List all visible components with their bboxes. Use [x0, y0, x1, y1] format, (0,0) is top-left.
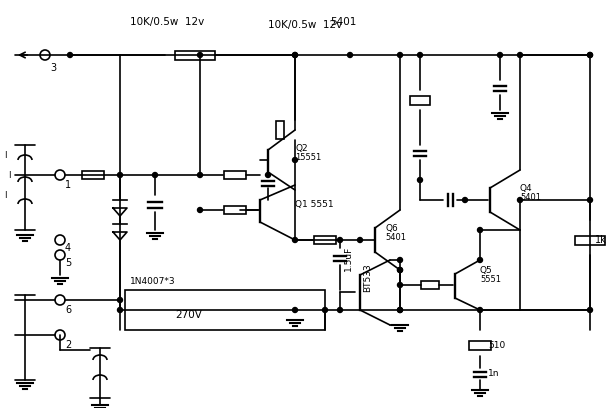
Text: 10K/0.5w  12v: 10K/0.5w 12v: [130, 17, 204, 27]
Circle shape: [117, 308, 122, 313]
Circle shape: [153, 173, 158, 177]
Circle shape: [293, 237, 298, 242]
Circle shape: [398, 268, 403, 273]
Circle shape: [117, 173, 122, 177]
Circle shape: [357, 237, 362, 242]
Circle shape: [398, 53, 403, 58]
Text: I: I: [4, 191, 7, 200]
Circle shape: [348, 53, 353, 58]
Bar: [125, 290, 325, 330]
Text: 10K/0.5w  12v: 10K/0.5w 12v: [268, 20, 342, 30]
Circle shape: [398, 282, 403, 288]
Circle shape: [337, 308, 343, 313]
Text: 270V: 270V: [175, 310, 202, 320]
Circle shape: [293, 53, 298, 58]
Circle shape: [293, 308, 298, 313]
Circle shape: [323, 308, 327, 313]
Text: 1k: 1k: [595, 235, 607, 245]
Text: 5401: 5401: [385, 233, 406, 242]
Circle shape: [478, 308, 483, 313]
Circle shape: [588, 53, 593, 58]
Circle shape: [478, 228, 483, 233]
Circle shape: [398, 257, 403, 262]
Circle shape: [197, 173, 202, 177]
Circle shape: [588, 308, 593, 313]
Bar: [175, 51, 215, 60]
Bar: [276, 121, 284, 139]
Circle shape: [588, 197, 593, 202]
Circle shape: [518, 197, 522, 202]
Bar: [469, 341, 491, 350]
Circle shape: [398, 308, 403, 313]
Circle shape: [197, 208, 202, 213]
Circle shape: [417, 177, 422, 182]
Text: 5401: 5401: [330, 17, 356, 27]
Circle shape: [398, 268, 403, 273]
Circle shape: [463, 197, 467, 202]
Circle shape: [478, 257, 483, 262]
Text: Q5: Q5: [480, 266, 492, 275]
Circle shape: [337, 237, 343, 242]
Circle shape: [497, 53, 502, 58]
Text: 5551: 5551: [480, 275, 501, 284]
Text: 3: 3: [50, 63, 56, 73]
Text: Q1 5551: Q1 5551: [295, 200, 334, 209]
Circle shape: [293, 53, 298, 58]
Text: 1n: 1n: [488, 370, 500, 379]
Text: 5: 5: [65, 258, 71, 268]
Text: Q4: Q4: [520, 184, 533, 193]
Bar: [421, 281, 439, 289]
Circle shape: [266, 173, 271, 177]
Text: 6: 6: [65, 305, 71, 315]
Circle shape: [398, 308, 403, 313]
Bar: [314, 236, 336, 244]
Text: Q2: Q2: [295, 144, 307, 153]
Bar: [575, 235, 605, 244]
Text: 1: 1: [65, 180, 71, 190]
Text: BT533: BT533: [363, 264, 372, 293]
Circle shape: [117, 297, 122, 302]
Text: 1N4007*3: 1N4007*3: [130, 277, 175, 286]
Circle shape: [293, 157, 298, 162]
Text: 15551: 15551: [295, 153, 321, 162]
Text: I: I: [8, 171, 10, 180]
Circle shape: [67, 53, 73, 58]
Text: 1.5uF: 1.5uF: [344, 245, 353, 271]
Text: 4: 4: [65, 243, 71, 253]
Text: Q6: Q6: [385, 224, 398, 233]
Circle shape: [197, 53, 202, 58]
Bar: [224, 171, 246, 179]
Text: I: I: [4, 151, 7, 160]
Bar: [82, 171, 104, 179]
Circle shape: [417, 53, 422, 58]
Text: 5401: 5401: [520, 193, 541, 202]
Text: 510: 510: [488, 341, 505, 350]
Bar: [224, 206, 246, 214]
Circle shape: [518, 53, 522, 58]
Circle shape: [588, 53, 593, 58]
Bar: [410, 95, 430, 104]
Text: 2: 2: [65, 340, 71, 350]
